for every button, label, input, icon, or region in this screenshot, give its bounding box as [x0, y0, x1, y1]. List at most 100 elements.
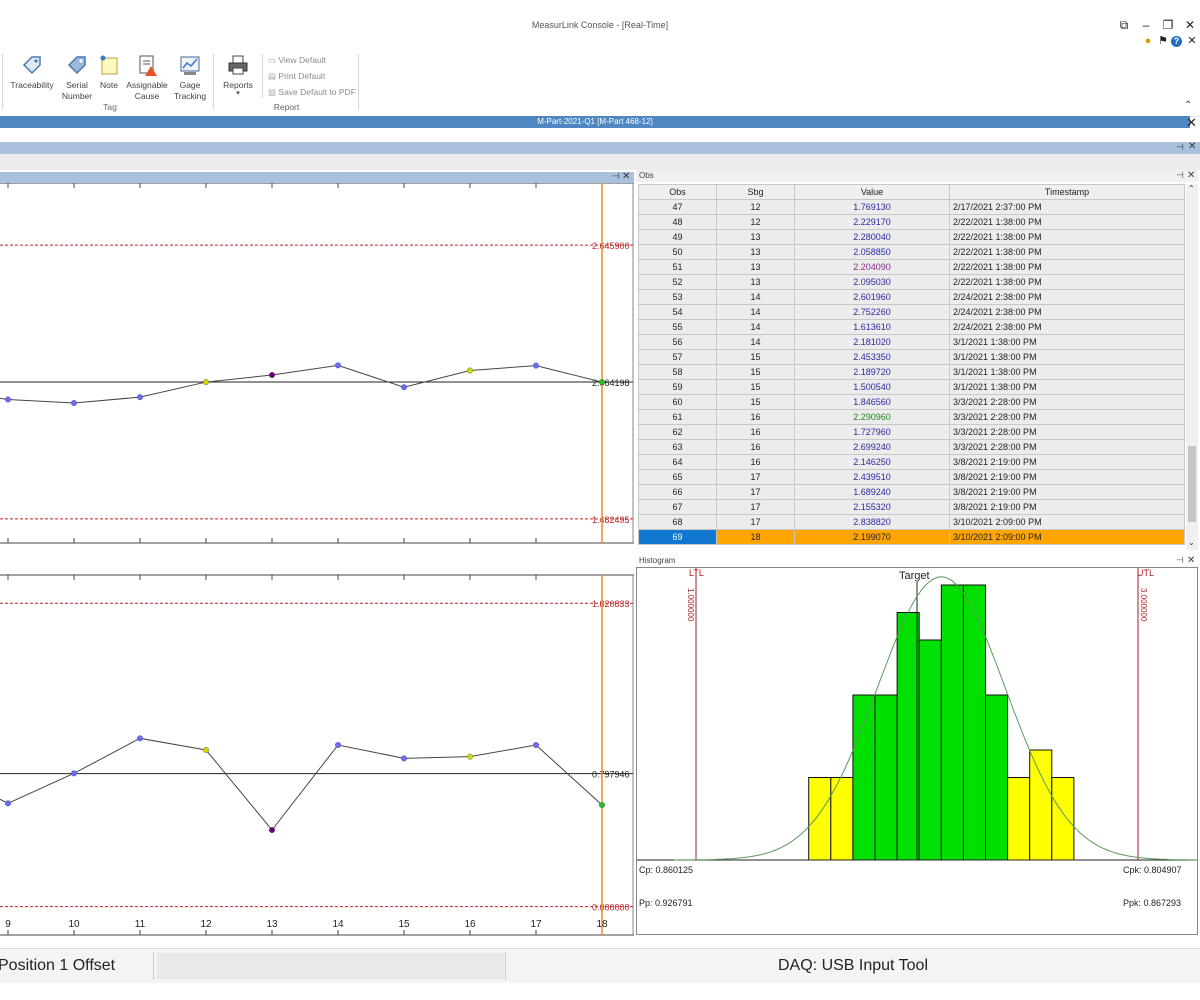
obs-table-row[interactable]: 63 16 2.699240 3/3/2021 2:28:00 PM — [638, 439, 1185, 455]
obs-column-header[interactable]: Obs — [638, 184, 717, 200]
timestamp-cell: 3/8/2021 2:19:00 PM — [949, 469, 1185, 485]
obs-table-row[interactable]: 53 14 2.601960 2/24/2021 2:38:00 PM — [638, 289, 1185, 305]
help-icon[interactable]: ? — [1171, 36, 1182, 47]
print-default-button[interactable]: ▤ Print Default — [268, 68, 325, 84]
obs-table-row[interactable]: 56 14 2.181020 3/1/2021 1:38:00 PM — [638, 334, 1185, 350]
ucl-label: 1.820833 — [592, 599, 630, 609]
obs-cell: 51 — [638, 259, 717, 275]
value-column-header[interactable]: Value — [794, 184, 950, 200]
chart-pin-icon[interactable]: ⊣ — [612, 171, 620, 181]
data-point — [4, 800, 11, 807]
obs-table-row[interactable]: 64 16 2.146250 3/8/2021 2:19:00 PM — [638, 454, 1185, 470]
data-point — [335, 742, 342, 749]
sbg-cell: 14 — [716, 319, 795, 335]
obs-table-row[interactable]: 62 16 1.727960 3/3/2021 2:28:00 PM — [638, 424, 1185, 440]
obs-table-row[interactable]: 68 17 2.838820 3/10/2021 2:09:00 PM — [638, 514, 1185, 530]
value-cell: 1.769130 — [794, 199, 950, 215]
obs-scrollbar[interactable]: ⌃ ⌄ — [1186, 184, 1198, 550]
tag-group-label: Tag — [103, 102, 117, 112]
sbg-cell: 13 — [716, 244, 795, 260]
timestamp-cell: 2/24/2021 2:38:00 PM — [949, 304, 1185, 320]
view-default-button[interactable]: ▭ View Default — [268, 52, 326, 68]
obs-cell: 57 — [638, 349, 717, 365]
obs-table-row[interactable]: 61 16 2.290960 3/3/2021 2:28:00 PM — [638, 409, 1185, 425]
ribbon: Traceability Serial Number Note Assignab… — [0, 50, 1200, 117]
reports-button[interactable]: Reports ▾ — [220, 53, 256, 97]
histogram-pin-icon[interactable]: ⊣ — [1176, 555, 1184, 565]
obs-table-row[interactable]: 47 12 1.769130 2/17/2021 2:37:00 PM — [638, 199, 1185, 215]
restore-layout-icon[interactable]: ⧉ — [1119, 18, 1129, 32]
pane-close-icon[interactable]: ✕ — [1188, 141, 1197, 152]
scroll-up-icon[interactable]: ⌃ — [1188, 184, 1195, 193]
obs-table-row[interactable]: 48 12 2.229170 2/22/2021 1:38:00 PM — [638, 214, 1185, 230]
serial-number-button[interactable]: Serial Number — [58, 53, 96, 102]
value-cell: 1.613610 — [794, 319, 950, 335]
printer-icon — [228, 55, 248, 75]
obs-table-row[interactable]: 52 13 2.095030 2/22/2021 1:38:00 PM — [638, 274, 1185, 290]
obs-table-row[interactable]: 49 13 2.280040 2/22/2021 1:38:00 PM — [638, 229, 1185, 245]
data-point — [136, 735, 143, 742]
pin-icon[interactable]: ⊣ — [1176, 142, 1184, 152]
timestamp-cell: 3/1/2021 1:38:00 PM — [949, 334, 1185, 350]
obs-table-row[interactable]: 59 15 1.500540 3/1/2021 1:38:00 PM — [638, 379, 1185, 395]
obs-table-row[interactable]: 58 15 2.189720 3/1/2021 1:38:00 PM — [638, 364, 1185, 380]
gage-tracking-button[interactable]: Gage Tracking — [170, 53, 210, 102]
close-button[interactable]: ✕ — [1184, 18, 1196, 32]
obs-table-row[interactable]: 69 18 2.199070 3/10/2021 2:09:00 PM — [638, 529, 1185, 545]
obs-table-row[interactable]: 50 13 2.058850 2/22/2021 1:38:00 PM — [638, 244, 1185, 260]
close-doc-icon[interactable]: ✕ — [1187, 35, 1197, 47]
sbg-cell: 17 — [716, 499, 795, 515]
scroll-down-icon[interactable]: ⌄ — [1188, 538, 1195, 547]
obs-cell: 62 — [638, 424, 717, 440]
traceability-button[interactable]: Traceability — [8, 53, 56, 91]
status-bar: Position 1 Offset DAQ: USB Input Tool — [0, 948, 1200, 983]
value-cell: 2.280040 — [794, 229, 950, 245]
restore-button[interactable]: ❐ — [1162, 18, 1174, 32]
value-cell: 1.846560 — [794, 394, 950, 410]
lamp-icon[interactable]: ● — [1144, 35, 1152, 47]
timestamp-cell: 2/24/2021 2:38:00 PM — [949, 289, 1185, 305]
sbg-cell: 17 — [716, 469, 795, 485]
save-default-pdf-button[interactable]: ▧ Save Default to PDF — [268, 84, 356, 100]
obs-cell: 63 — [638, 439, 717, 455]
timestamp-cell: 3/1/2021 1:38:00 PM — [949, 364, 1185, 380]
cp-value: Cp: 0.860125 — [639, 865, 694, 875]
obs-table-row[interactable]: 55 14 1.613610 2/24/2021 2:38:00 PM — [638, 319, 1185, 335]
collapse-ribbon-icon[interactable]: ⌃ — [1184, 100, 1193, 111]
obs-table-row[interactable]: 60 15 1.846560 3/3/2021 2:28:00 PM — [638, 394, 1185, 410]
flag-icon[interactable]: ⚑ — [1158, 35, 1168, 47]
series-line — [0, 364, 603, 404]
obs-table-row[interactable]: 67 17 2.155320 3/8/2021 2:19:00 PM — [638, 499, 1185, 515]
document-tab-bar[interactable]: M-Part-2021-Q1 [M-Part 468-12] — [0, 116, 1190, 128]
value-cell: 2.453350 — [794, 349, 950, 365]
sbg-cell: 18 — [716, 529, 795, 545]
obs-table-row[interactable]: 54 14 2.752260 2/24/2021 2:38:00 PM — [638, 304, 1185, 320]
obs-table-row[interactable]: 65 17 2.439510 3/8/2021 2:19:00 PM — [638, 469, 1185, 485]
sbg-column-header[interactable]: Sbg — [716, 184, 795, 200]
timestamp-cell: 3/10/2021 2:09:00 PM — [949, 529, 1185, 545]
obs-table-row[interactable]: 57 15 2.453350 3/1/2021 1:38:00 PM — [638, 349, 1185, 365]
sbg-cell: 13 — [716, 274, 795, 290]
histogram-close-icon[interactable]: ✕ — [1187, 555, 1196, 566]
histogram-bar — [896, 612, 920, 861]
note-button[interactable]: Note — [96, 53, 122, 91]
sbg-cell: 14 — [716, 289, 795, 305]
obs-close-icon[interactable]: ✕ — [1187, 170, 1196, 181]
data-point — [467, 753, 474, 760]
target-label: Target — [899, 570, 930, 582]
timestamp-column-header[interactable]: Timestamp — [949, 184, 1185, 200]
chart-close-icon[interactable]: ✕ — [622, 171, 631, 182]
obs-pin-icon[interactable]: ⊣ — [1176, 170, 1184, 180]
histogram-bar — [918, 639, 942, 861]
assignable-cause-button[interactable]: Assignable Cause — [124, 53, 170, 102]
timestamp-cell: 3/3/2021 2:28:00 PM — [949, 424, 1185, 440]
close-document-icon[interactable]: ✕ — [1186, 115, 1197, 130]
scroll-thumb[interactable] — [1188, 446, 1196, 522]
xbar-chart: 2.645900 2.064198 1.482495 — [0, 183, 634, 544]
obs-table-row[interactable]: 66 17 1.689240 3/8/2021 2:19:00 PM — [638, 484, 1185, 500]
minimize-button[interactable]: – — [1142, 18, 1150, 32]
status-position-offset: Position 1 Offset — [0, 957, 116, 974]
obs-table-row[interactable]: 51 13 2.204090 2/22/2021 1:38:00 PM — [638, 259, 1185, 275]
data-point — [401, 384, 408, 391]
obs-cell: 59 — [638, 379, 717, 395]
